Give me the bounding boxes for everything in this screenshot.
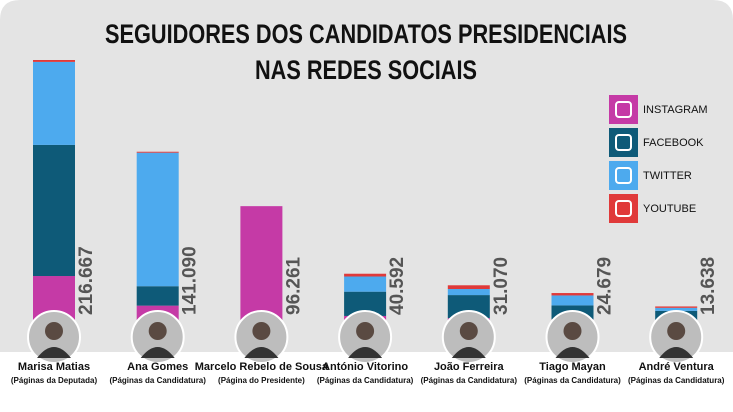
- total-label: 141.090: [180, 246, 201, 315]
- candidate-name: João Ferreira: [434, 361, 505, 373]
- avatar-body: [244, 347, 279, 358]
- candidate-name: António Vitorino: [322, 361, 408, 373]
- candidate-name: André Ventura: [639, 361, 715, 373]
- avatar-body: [140, 347, 175, 358]
- legend-icon-glyph: [615, 200, 632, 217]
- bar-segment: [136, 152, 179, 287]
- candidate-name: Marisa Matias: [18, 361, 90, 373]
- avatar-body: [37, 347, 71, 358]
- avatar-head: [459, 322, 478, 340]
- legend-label: YOUTUBE: [643, 203, 696, 215]
- bar-segment: [447, 289, 490, 296]
- avatar-head: [252, 322, 271, 340]
- bar-segment: [240, 206, 283, 323]
- bar-segment: [551, 293, 594, 296]
- avatar-head: [563, 322, 582, 340]
- legend-label: INSTAGRAM: [643, 104, 708, 116]
- avatar-head: [667, 322, 686, 340]
- total-label: 40.592: [387, 257, 408, 315]
- legend-icon-glyph: [615, 167, 632, 184]
- bar-segment: [551, 295, 594, 306]
- candidate-note: (Páginas da Candidatura): [317, 376, 414, 385]
- candidate-note: (Página do Presidente): [218, 376, 305, 385]
- bar-segment: [447, 285, 490, 290]
- candidate-name: Tiago Mayan: [539, 361, 606, 373]
- legend-icon-glyph: [615, 101, 632, 118]
- total-label: 216.667: [76, 246, 97, 315]
- bar-segment: [136, 286, 179, 306]
- legend-icon-glyph: [615, 134, 632, 151]
- avatar-body: [555, 347, 590, 358]
- candidate-note: (Páginas da Candidatura): [628, 376, 725, 385]
- avatar-body: [451, 347, 486, 358]
- candidate-note: (Páginas da Candidatura): [421, 376, 518, 385]
- bar-segment: [655, 306, 698, 308]
- bar-segment: [344, 273, 387, 277]
- total-label: 96.261: [283, 256, 304, 315]
- total-label: 24.679: [595, 257, 616, 315]
- avatar-head: [356, 322, 375, 340]
- avatar-body: [348, 347, 383, 358]
- legend-icon: [609, 194, 638, 223]
- legend-label: TWITTER: [643, 170, 692, 182]
- bar-segment: [655, 307, 698, 311]
- avatar-body: [659, 347, 694, 358]
- candidate-note: (Páginas da Candidatura): [524, 376, 621, 385]
- avatar-head: [45, 322, 63, 340]
- avatar-head: [148, 322, 167, 340]
- total-label: 31.070: [491, 257, 512, 315]
- total-label: 13.638: [698, 257, 719, 315]
- legend-icon: [609, 161, 638, 190]
- legend-icon: [609, 95, 638, 124]
- bar-segment: [33, 60, 75, 62]
- legend-label: FACEBOOK: [643, 137, 704, 149]
- bar-segment: [136, 151, 179, 153]
- candidate-name: Ana Gomes: [127, 361, 188, 373]
- chart-title: SEGUIDORES DOS CANDIDATOS PRESIDENCIAIS: [105, 19, 627, 49]
- legend-icon: [609, 128, 638, 157]
- candidate-note: (Páginas da Candidatura): [109, 376, 206, 385]
- candidate-name: Marcelo Rebelo de Sousa: [195, 361, 329, 373]
- bar-segment: [344, 276, 387, 292]
- bar-segment: [33, 61, 75, 145]
- candidate-note: (Páginas da Deputada): [11, 376, 98, 385]
- bar-segment: [33, 144, 75, 277]
- chart-title: NAS REDES SOCIAIS: [255, 55, 477, 85]
